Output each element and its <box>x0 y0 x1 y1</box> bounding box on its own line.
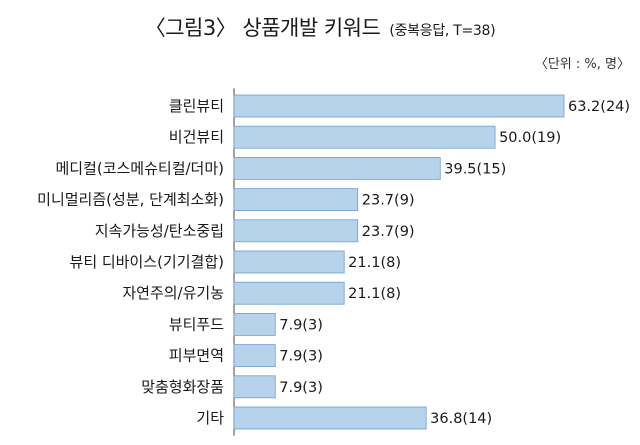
bar <box>233 281 345 305</box>
bar <box>233 250 345 274</box>
bar <box>233 219 359 243</box>
category-label: 뷰티 디바이스(기기결합) <box>70 253 224 271</box>
category-label: 클린뷰티 <box>169 97 224 115</box>
category-label: 자연주의/유기농 <box>122 284 224 302</box>
category-label: 지속가능성/탄소중립 <box>95 222 224 240</box>
category-label: 뷰티푸드 <box>169 315 224 333</box>
category-label: 기타 <box>196 409 224 427</box>
value-label: 63.2(24) <box>568 99 630 115</box>
value-label: 7.9(3) <box>279 317 323 333</box>
bar <box>233 94 565 118</box>
value-label: 23.7(9) <box>362 224 415 240</box>
bar <box>233 125 496 149</box>
chart-title: 〈그림3〉 상품개발 키워드 <box>144 16 381 40</box>
value-label: 7.9(3) <box>279 349 323 365</box>
value-label: 39.5(15) <box>444 161 506 177</box>
bar <box>233 188 359 212</box>
category-label: 피부면역 <box>169 347 224 365</box>
value-label: 7.9(3) <box>279 380 323 396</box>
bar <box>233 156 441 180</box>
category-label: 메디컬(코스메슈티컬/더마) <box>55 159 224 177</box>
unit-label: 〈단위 : %, 명〉 <box>534 57 630 72</box>
value-label: 21.1(8) <box>348 286 401 302</box>
value-label: 36.8(14) <box>430 411 492 427</box>
value-label: 21.1(8) <box>348 255 401 271</box>
bar <box>233 406 427 430</box>
bar <box>233 375 276 399</box>
value-label: 50.0(19) <box>499 130 561 146</box>
bar <box>233 344 276 368</box>
chart-title-block: 〈그림3〉 상품개발 키워드 (중복응답, T=38) <box>0 12 640 42</box>
bar <box>233 312 276 336</box>
category-label: 맞춤형화장품 <box>141 378 224 396</box>
category-label: 비건뷰티 <box>169 128 224 146</box>
chart-subtitle: (중복응답, T=38) <box>389 23 496 39</box>
value-label: 23.7(9) <box>362 193 415 209</box>
category-label: 미니멀리즘(성분, 단계최소화) <box>37 191 224 209</box>
